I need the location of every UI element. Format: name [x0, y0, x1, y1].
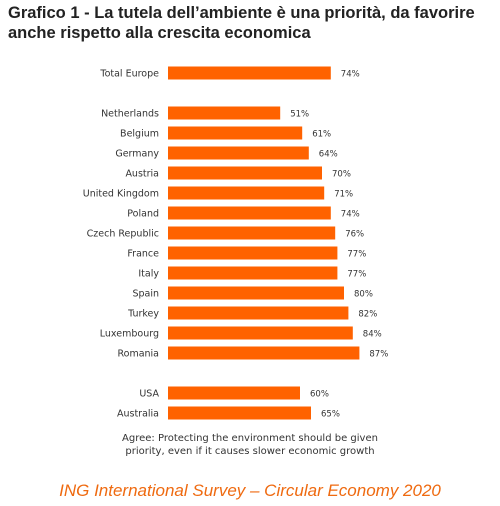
category-label: Romania	[117, 349, 159, 360]
category-label: Netherlands	[101, 109, 159, 120]
bar	[168, 406, 311, 420]
category-label: Italy	[138, 269, 159, 280]
bar	[168, 186, 325, 200]
value-label: 70%	[332, 170, 351, 180]
bar	[168, 106, 281, 120]
bar	[168, 306, 349, 320]
bar	[168, 386, 300, 400]
chart-title-line-2: anche rispetto alla crescita economica	[8, 24, 311, 42]
bar	[168, 246, 338, 260]
chart-title: Grafico 1 - La tutela dell’ambiente è un…	[8, 3, 494, 43]
category-label: Poland	[127, 209, 159, 220]
value-label: 71%	[334, 190, 353, 200]
value-label: 80%	[354, 290, 373, 300]
category-label: Australia	[117, 409, 159, 420]
category-label: United Kingdom	[83, 189, 159, 200]
category-label: Austria	[125, 169, 159, 180]
value-label: 60%	[310, 390, 329, 400]
bar	[168, 166, 322, 180]
value-label: 74%	[341, 210, 360, 220]
value-label: 61%	[312, 130, 331, 140]
value-label: 77%	[347, 250, 366, 260]
value-label: 76%	[345, 230, 364, 240]
category-label: USA	[139, 389, 159, 400]
category-label: Luxembourg	[100, 329, 159, 340]
value-label: 65%	[321, 410, 340, 420]
bar	[168, 206, 331, 220]
category-label: Turkey	[127, 309, 159, 320]
source-caption: ING International Survey – Circular Econ…	[59, 481, 441, 500]
chart-note-line-1: Agree: Protecting the environment should…	[122, 433, 378, 444]
bar	[168, 326, 353, 340]
category-label: France	[127, 249, 159, 260]
category-label: Belgium	[120, 129, 159, 140]
bar	[168, 266, 338, 280]
value-label: 87%	[369, 350, 388, 360]
value-label: 74%	[341, 70, 360, 80]
chart-title-line-1: Grafico 1 - La tutela dell’ambiente è un…	[8, 4, 475, 22]
category-label: Total Europe	[99, 69, 159, 80]
value-label: 51%	[290, 110, 309, 120]
bar	[168, 146, 309, 160]
category-label: Czech Republic	[87, 229, 159, 240]
bar	[168, 226, 336, 240]
value-label: 82%	[358, 310, 377, 320]
bar	[168, 346, 360, 360]
category-label: Germany	[115, 149, 159, 160]
bar-chart: Total Europe 74% Netherlands 51% Belgium 61% G…	[83, 66, 388, 420]
bar	[168, 126, 303, 140]
value-label: 64%	[319, 150, 338, 160]
bar	[168, 66, 331, 80]
chart-note-line-2: priority, even if it causes slower econo…	[125, 446, 375, 457]
category-label: Spain	[132, 289, 159, 300]
value-label: 84%	[363, 330, 382, 340]
value-label: 77%	[347, 270, 366, 280]
chart-note: Agree: Protecting the environment should…	[0, 432, 500, 458]
bar	[168, 286, 344, 300]
